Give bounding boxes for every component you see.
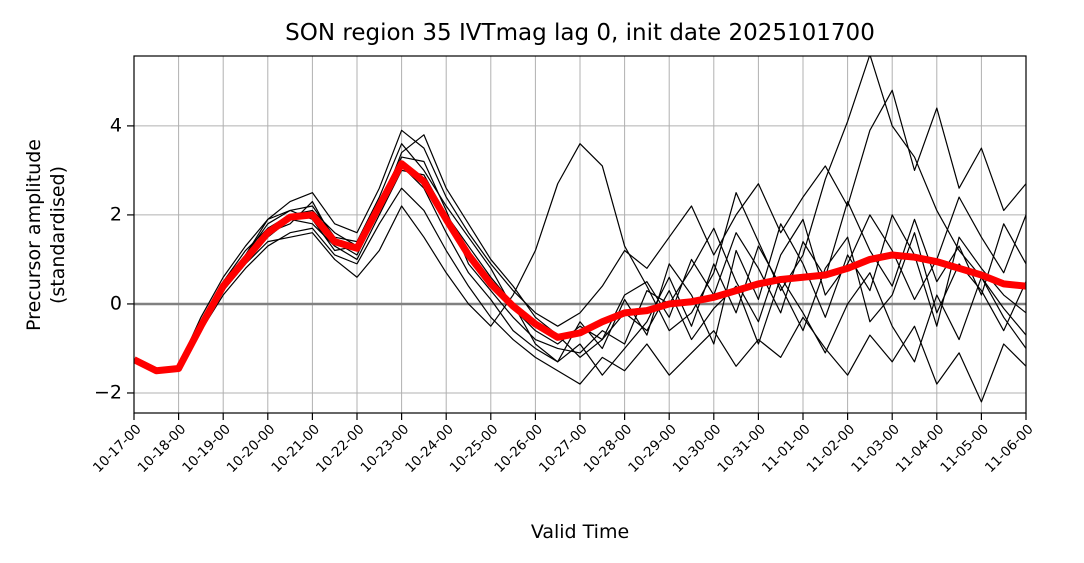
x-axis-label: Valid Time [531,521,629,543]
y-axis-label: Precursor amplitude [23,139,45,331]
series-line [178,56,1026,367]
chart-title: SON region 35 IVTmag lag 0, init date 20… [285,20,875,46]
plot-lines [134,56,1026,403]
y-tick-label: 4 [110,114,122,136]
series-line [178,169,1026,376]
y-tick-label: −2 [94,381,122,403]
series-line [178,187,1026,403]
y-tick-label: 2 [110,203,122,225]
series-line [178,165,1026,372]
series-line [134,160,1026,375]
y-tick-label: 0 [110,292,122,314]
series-line [178,134,1026,369]
y-axis-label: (standardised) [47,166,69,304]
